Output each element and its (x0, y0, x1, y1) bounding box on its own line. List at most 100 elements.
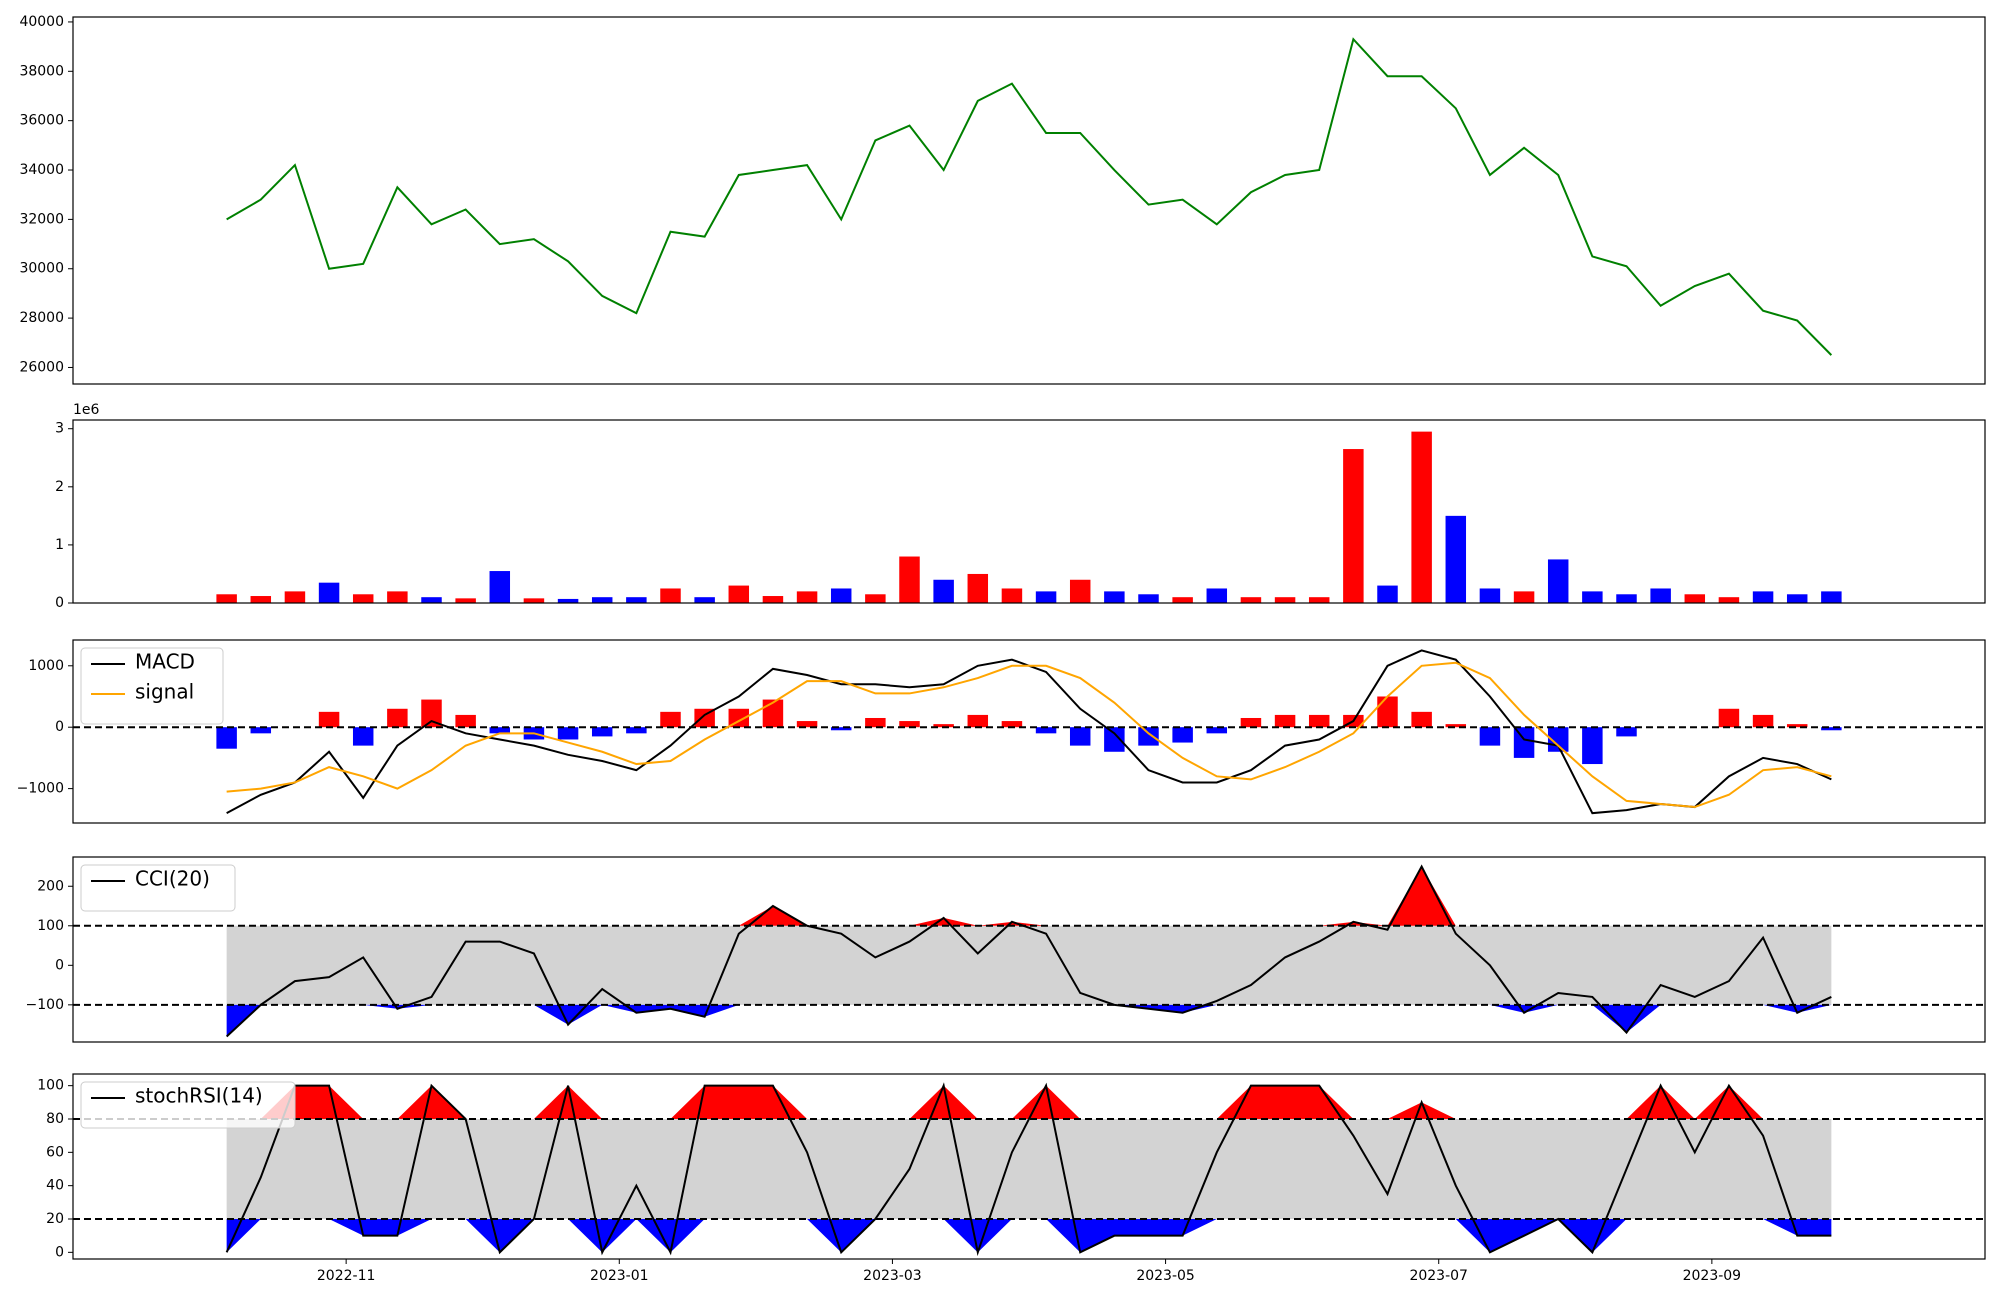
y-tick-label: 30000 (19, 261, 64, 277)
bar (1069, 727, 1091, 746)
bar (387, 591, 408, 603)
bar (660, 588, 681, 603)
bar (1821, 591, 1842, 603)
y-tick-label: 100 (37, 1078, 64, 1094)
bar (1786, 724, 1808, 728)
bar (1001, 721, 1023, 728)
bar (1513, 727, 1535, 758)
bar (626, 597, 647, 603)
axes-frame (72, 16, 1986, 385)
bar (1104, 591, 1125, 603)
bar (1479, 727, 1501, 746)
y-tick-label: 26000 (19, 359, 64, 375)
bar (387, 708, 408, 728)
y-tick-label: 2 (55, 479, 64, 495)
y-tick-label: 36000 (19, 113, 64, 129)
y-tick-label: 100 (37, 918, 64, 934)
bar (557, 727, 579, 740)
overbought-fill (226, 866, 1832, 926)
bar (830, 727, 852, 731)
bar (933, 579, 954, 603)
bar (830, 588, 852, 603)
x-tick-label: 2022-11 (317, 1268, 376, 1284)
y-tick-label: 40 (46, 1178, 64, 1194)
bar (1547, 559, 1569, 603)
y-tick-label: −100 (26, 997, 64, 1013)
legend-box (80, 647, 224, 725)
bar (216, 727, 237, 749)
bar (1445, 724, 1467, 728)
y-tick-label: 32000 (19, 211, 64, 227)
bar (455, 598, 476, 603)
bar (1035, 591, 1057, 603)
bar (1377, 696, 1398, 728)
y-tick-label: 0 (55, 719, 64, 735)
y-tick-label: 1 (55, 537, 64, 553)
x-tick-label: 2023-07 (1409, 1268, 1468, 1284)
y-tick-label: 200 (37, 878, 64, 894)
legend-box (80, 1081, 296, 1129)
bar (1240, 597, 1262, 603)
axes-frame (72, 419, 1986, 604)
bar (796, 591, 818, 603)
bar (1411, 711, 1432, 728)
y-tick-label: 28000 (19, 310, 64, 326)
bar (865, 594, 886, 603)
bar (284, 591, 306, 603)
band-fill (226, 925, 1832, 1005)
indicator-line (225, 1082, 1832, 1257)
bar (1821, 727, 1842, 731)
bar (1513, 591, 1535, 603)
bar (1684, 594, 1706, 603)
x-tick-label: 2023-01 (590, 1268, 649, 1284)
band-fill (226, 1119, 1832, 1219)
bar (1104, 727, 1125, 752)
bar (1172, 597, 1193, 603)
y-tick-label: −1000 (17, 781, 64, 797)
bar (523, 598, 545, 603)
bar (1308, 714, 1330, 728)
axes-frame (72, 856, 1986, 1043)
bar (660, 711, 681, 728)
legend-label: CCI(20) (135, 867, 210, 891)
y-tick-label: 20 (46, 1211, 64, 1227)
bar (1718, 708, 1740, 728)
bar (1616, 594, 1637, 603)
bar (1138, 727, 1159, 746)
bar (1035, 727, 1057, 734)
bar (591, 727, 613, 737)
bar (1001, 588, 1023, 603)
y-tick-label: 34000 (19, 162, 64, 178)
bar (1786, 594, 1808, 603)
bar (1343, 449, 1364, 603)
indicator-line (225, 864, 1832, 1038)
y-tick-label: 60 (46, 1144, 64, 1160)
bar (1479, 588, 1501, 603)
bar (216, 594, 237, 603)
bar (728, 708, 750, 728)
bar (1274, 714, 1296, 728)
bar (967, 573, 989, 603)
y-tick-label: 80 (46, 1111, 64, 1127)
legend-label: stochRSI(14) (135, 1084, 263, 1108)
bar (557, 598, 579, 603)
bar (1240, 717, 1262, 728)
bar (967, 714, 989, 728)
bar (1752, 591, 1774, 603)
bar (728, 585, 750, 603)
y-tick-label: 3 (55, 421, 64, 437)
bar (318, 711, 340, 728)
indicator-line (226, 661, 1832, 809)
y-tick-label: 38000 (19, 63, 64, 79)
bar (694, 708, 715, 728)
x-tick-label: 2023-09 (1683, 1268, 1742, 1284)
bar (1582, 727, 1603, 765)
bar (1752, 714, 1774, 728)
legend-label: MACD (135, 650, 195, 674)
bar (626, 727, 647, 734)
bar (1206, 727, 1228, 734)
bar (489, 571, 511, 603)
bar (489, 727, 511, 734)
bar (933, 724, 954, 728)
